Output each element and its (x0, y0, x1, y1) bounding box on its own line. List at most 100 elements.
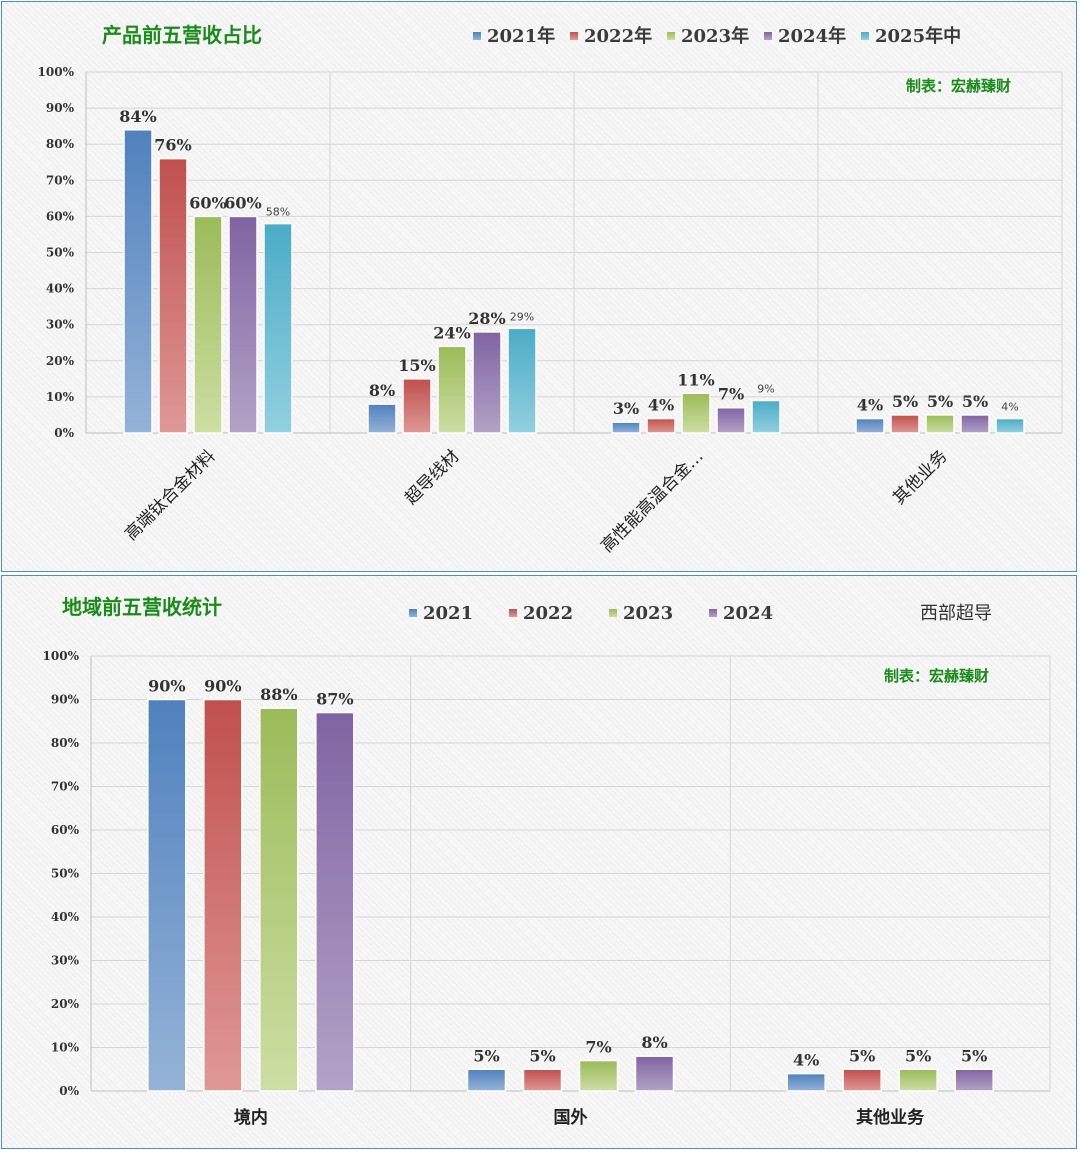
data-label: 90% (204, 677, 241, 696)
data-label: 7% (718, 385, 744, 404)
data-label: 5% (529, 1046, 555, 1065)
legend-label: 2023 (623, 603, 673, 624)
bar (960, 414, 990, 434)
y-tick-label: 80% (46, 137, 75, 151)
data-label: 24% (433, 323, 470, 342)
region-revenue-chart: 地域前五营收统计 2021 2022 2023 2024 西部超导 0% 10% 20% 3… (43, 595, 1051, 1128)
data-label: 4% (793, 1051, 819, 1070)
data-label: 5% (905, 1046, 931, 1065)
y-tick-label: 70% (46, 173, 75, 187)
y-axis-ticks: 0% 10% 20% 30% 40% 50% 60% 70% 80% 90% 100% (43, 649, 80, 1098)
legend-label: 2022年 (584, 25, 652, 47)
bar (203, 698, 243, 1092)
gridlines (90, 655, 1051, 1092)
bar (898, 1068, 938, 1092)
bar (158, 157, 188, 434)
bar (716, 406, 746, 434)
legend-item: 2023年 (667, 25, 749, 47)
legend-swatch (764, 32, 772, 40)
y-tick-label: 0% (54, 426, 74, 440)
data-label: 28% (468, 309, 505, 328)
chart-title: 产品前五营收占比 (102, 23, 262, 47)
bar (751, 399, 781, 434)
data-label: 87% (316, 690, 353, 709)
y-tick-label: 40% (51, 910, 80, 924)
legend-item: 2022 (509, 603, 573, 624)
data-label: 60% (189, 193, 226, 212)
legend-item: 2023 (609, 603, 673, 624)
legend-label: 2024年 (778, 25, 846, 47)
y-tick-label: 80% (51, 736, 80, 750)
legend-item: 2024年 (764, 25, 846, 47)
product-revenue-chart-panel: 产品前五营收占比 2021年 2022年 2023年 2024年 2025年中 0% 10… (1, 1, 1077, 572)
bars (123, 129, 1025, 434)
data-label: 15% (398, 356, 435, 375)
bar (634, 1055, 675, 1092)
y-tick-label: 90% (46, 101, 75, 115)
y-tick-label: 20% (46, 354, 75, 368)
data-label: 5% (892, 392, 918, 411)
data-label: 29% (510, 310, 534, 323)
legend-swatch (609, 609, 617, 617)
data-label: 5% (962, 392, 988, 411)
bar (263, 222, 293, 434)
data-label: 60% (224, 193, 261, 212)
bar (437, 345, 467, 434)
bar (842, 1068, 882, 1092)
data-labels: 90% 90% 88% 87% 5% 5% 7% 8% 4% 5% 5% 5% (148, 677, 987, 1070)
data-label: 7% (585, 1038, 611, 1057)
data-label: 3% (613, 399, 639, 418)
y-tick-label: 50% (51, 867, 80, 881)
bar (786, 1072, 826, 1092)
y-tick-label: 40% (46, 282, 75, 296)
data-label: 5% (849, 1046, 875, 1065)
data-label: 84% (119, 107, 156, 126)
legend-swatch (861, 32, 869, 40)
bar (367, 403, 397, 434)
data-label: 4% (648, 396, 674, 415)
x-category-label: 高端钛合金材料 (121, 446, 219, 544)
chart-legend: 2021年 2022年 2023年 2024年 2025年中 (473, 25, 961, 47)
x-category-label: 境内 (234, 1107, 268, 1128)
region-revenue-chart-panel: 地域前五营收统计 2021 2022 2023 2024 西部超导 0% 10% 20% 3… (1, 575, 1077, 1149)
bar (925, 414, 955, 434)
x-category-label: 高性能高温合金… (597, 446, 707, 556)
chart-credit: 制表：宏赫臻财 (906, 77, 1011, 95)
data-label: 58% (266, 206, 290, 219)
bar (646, 417, 676, 434)
y-tick-label: 30% (46, 318, 75, 332)
chart-title: 地域前五营收统计 (62, 595, 222, 619)
y-tick-label: 100% (43, 649, 80, 663)
legend-swatch (667, 32, 675, 40)
legend-item: 2021 (409, 603, 473, 624)
legend-label: 2021 (423, 603, 473, 624)
x-axis-categories: 境内 国外 其他业务 (234, 1107, 925, 1128)
y-tick-label: 30% (51, 954, 80, 968)
legend-swatch (409, 609, 417, 617)
bar (193, 215, 223, 434)
x-axis-categories: 高端钛合金材料 超导线材 高性能高温合金… 其他业务 (121, 446, 951, 556)
bar (855, 417, 885, 434)
bar (681, 392, 711, 434)
legend-label: 2024 (723, 603, 773, 624)
legend-label: 2025年中 (875, 25, 961, 47)
legend-item: 2024 (709, 603, 773, 624)
legend-swatch (509, 609, 517, 617)
data-label: 8% (369, 381, 395, 400)
bar (472, 331, 502, 434)
bar (259, 707, 299, 1092)
x-category-label: 其他业务 (889, 446, 951, 508)
data-label: 5% (961, 1046, 987, 1065)
chart-legend: 2021 2022 2023 2024 (409, 603, 773, 624)
legend-item: 2022年 (570, 25, 652, 47)
legend-label: 2022 (523, 603, 573, 624)
x-category-label: 国外 (554, 1107, 588, 1128)
data-label: 8% (641, 1033, 667, 1052)
data-labels: 84%76%60%60% 58%8%15%24%28% 29%3% 4%11%7% 9%… (119, 107, 1018, 418)
bar (507, 327, 537, 434)
product-revenue-chart: 产品前五营收占比 2021年 2022年 2023年 2024年 2025年中 0% 10… (38, 23, 1063, 557)
legend-item: 2021年 (473, 25, 555, 47)
y-tick-label: 0% (59, 1084, 79, 1098)
data-label: 9% (757, 383, 774, 396)
data-label: 5% (927, 392, 953, 411)
